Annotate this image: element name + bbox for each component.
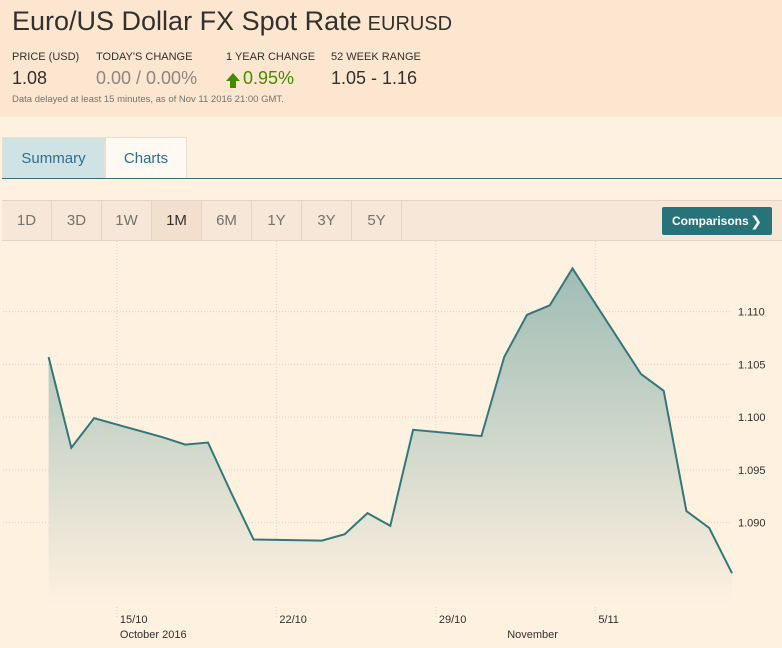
range-1y[interactable]: 1Y (252, 201, 302, 240)
price-value: 1.08 (12, 68, 48, 88)
y-tick-label: 1.100 (738, 412, 766, 424)
todays-change-value: 0.00 / 0.00% (96, 68, 198, 88)
x-month-label: October 2016 (120, 629, 187, 641)
y-tick-label: 1.095 (738, 465, 766, 477)
range-1m[interactable]: 1M (152, 201, 202, 240)
y-tick-label: 1.110 (738, 307, 765, 319)
x-month-label: November (507, 629, 558, 641)
tab-underline (2, 178, 782, 179)
price-stat: PRICE (USD) 1.08 (12, 51, 79, 89)
page-title: Euro/US Dollar FX Spot Rate EURUSD (12, 6, 452, 37)
comparisons-label: Comparisons (672, 214, 749, 228)
chart-toolbar: 1D 3D 1W 1M 6M 1Y 3Y 5Y Comparisons ❯ (2, 200, 782, 241)
year-change-label: 1 YEAR CHANGE (226, 51, 316, 63)
fx-rate-chart: 1.090 1.095 1.100 1.105 1.110 15/10 October 20… (3, 241, 766, 641)
tab-summary[interactable]: Summary (2, 137, 105, 179)
year-change-row: 0.95% (226, 68, 315, 89)
rate-area (48, 268, 733, 607)
week-range-stat: 52 WEEK RANGE 1.05 - 1.16 (331, 51, 421, 89)
range-3y[interactable]: 3Y (302, 201, 352, 240)
year-change-value: 0.95% (243, 68, 295, 88)
up-arrow-icon (226, 73, 240, 88)
price-label: PRICE (USD) (12, 51, 80, 63)
x-tick-label: 22/10 (279, 614, 307, 626)
range-3d[interactable]: 3D (52, 201, 102, 240)
y-tick-label: 1.105 (738, 359, 766, 371)
range-1d[interactable]: 1D (2, 201, 52, 240)
x-tick-label: 29/10 (439, 614, 467, 626)
chevron-right-icon: ❯ (750, 213, 762, 229)
todays-change-label: TODAY'S CHANGE (96, 51, 193, 63)
x-tick-label: 15/10 (120, 614, 148, 626)
data-delay-disclaimer: Data delayed at least 15 minutes, as of … (12, 94, 284, 105)
week-range-value: 1.05 - 1.16 (331, 68, 418, 88)
y-tick-label: 1.090 (738, 518, 766, 530)
rate-line (47, 266, 733, 574)
range-1w[interactable]: 1W (102, 201, 152, 240)
instrument-symbol: EURUSD (367, 13, 453, 35)
week-range-label: 52 WEEK RANGE (331, 51, 421, 63)
instrument-name: Euro/US Dollar FX Spot Rate (12, 6, 362, 36)
comparisons-button[interactable]: Comparisons ❯ (662, 207, 772, 235)
range-5y[interactable]: 5Y (352, 201, 402, 240)
range-6m[interactable]: 6M (202, 201, 252, 240)
x-tick-label: 5/11 (598, 614, 619, 626)
tab-charts[interactable]: Charts (105, 137, 187, 179)
quote-header: Euro/US Dollar FX Spot Rate EURUSD PRICE … (0, 0, 782, 117)
todays-change-stat: TODAY'S CHANGE 0.00 / 0.00% (96, 51, 197, 89)
year-change-stat: 1 YEAR CHANGE 0.95% (226, 51, 315, 89)
